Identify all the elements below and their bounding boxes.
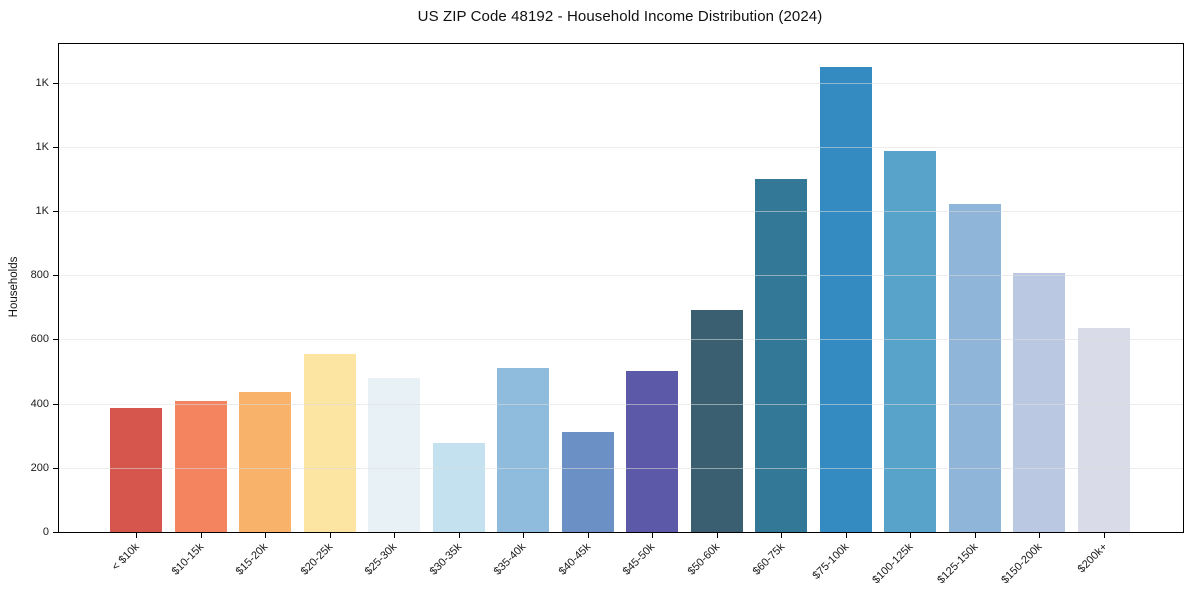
bar (690, 309, 743, 532)
x-tick-mark (716, 533, 718, 538)
y-tick-label: 0 (42, 526, 49, 538)
x-tick-mark (910, 533, 912, 538)
x-tick-mark (265, 533, 267, 538)
x-tick-mark (974, 533, 976, 538)
x-tick-mark (587, 533, 589, 538)
bar (1013, 273, 1066, 532)
y-axis-label: Households (8, 256, 20, 318)
x-tick-mark (394, 533, 396, 538)
x-tick-mark (1103, 533, 1105, 538)
y-tick-mark (53, 210, 58, 212)
gridline (59, 275, 1183, 277)
x-tick-mark (329, 533, 331, 538)
gridline (59, 339, 1183, 341)
x-tick-mark (136, 533, 137, 538)
gridline (59, 82, 1183, 84)
x-tick-mark (781, 533, 783, 538)
plot-area: 0 200 400 600 800 1K 1K 1K < $10k $10-15k $15-20k… (31, 43, 1184, 586)
y-tick-label: 400 (30, 397, 49, 410)
y-tick-label: 1K (35, 140, 49, 153)
bar (497, 367, 550, 532)
y-tick-label: 1K (35, 204, 49, 217)
bar (110, 408, 162, 532)
x-tick-mark (1039, 533, 1041, 538)
x-tick-mark (652, 533, 654, 538)
bar (819, 67, 872, 532)
bar (303, 354, 356, 532)
bar (432, 442, 485, 532)
y-tick-label: 800 (30, 269, 49, 282)
bar (884, 151, 937, 532)
y-tick-label: 200 (30, 461, 49, 474)
y-tick-mark (53, 532, 58, 533)
x-tick-mark (845, 533, 847, 538)
bar (368, 378, 421, 532)
y-tick-mark (53, 403, 58, 405)
y-tick-label: 1K (35, 76, 49, 89)
y-tick-mark (53, 82, 58, 84)
bar (561, 431, 614, 532)
gridline (59, 210, 1183, 212)
x-tick-mark (200, 533, 202, 538)
bar (755, 178, 808, 532)
y-tick-mark (53, 275, 58, 277)
y-tick-label: 600 (30, 333, 49, 346)
gridline (59, 403, 1183, 405)
gridline (59, 467, 1183, 469)
bar (948, 204, 1001, 532)
bar (1077, 327, 1130, 532)
gridline (59, 146, 1183, 148)
y-tick-mark (53, 339, 58, 341)
x-tick-mark (523, 533, 525, 538)
x-tick-mark (458, 533, 460, 538)
bar (239, 392, 292, 532)
y-tick-mark (53, 146, 58, 148)
bar (626, 371, 679, 532)
bar (174, 401, 227, 532)
chart-title: US ZIP Code 48192 - Household Income Dis… (417, 8, 823, 25)
y-tick-mark (53, 467, 58, 469)
